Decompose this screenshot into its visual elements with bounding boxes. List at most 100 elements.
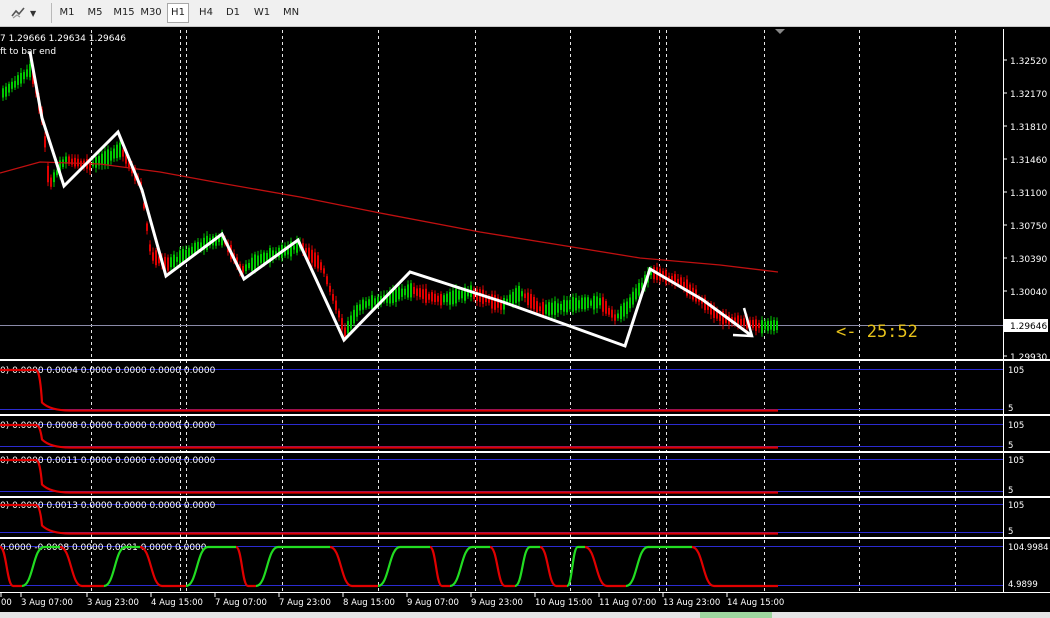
timeframe-m30-button[interactable]: M30	[140, 7, 162, 18]
candle-body	[245, 264, 247, 272]
price-tick-label: 1.30750	[1010, 222, 1047, 232]
timeframe-w1-button[interactable]: W1	[253, 7, 271, 18]
candle-body	[164, 256, 166, 270]
candle-body	[605, 301, 607, 314]
candle-body	[443, 295, 445, 303]
candle-body	[308, 247, 310, 260]
candle-body	[569, 300, 571, 310]
candle-body	[146, 223, 148, 231]
candle-body	[104, 151, 106, 165]
oscillator-segment	[625, 545, 692, 588]
candle-body	[413, 286, 415, 295]
candle-body	[17, 75, 19, 85]
candle-body	[773, 320, 775, 331]
indicator-top-level: 104.9984	[1008, 543, 1049, 553]
candle-body	[77, 158, 79, 167]
candle-body	[488, 296, 490, 303]
candle-body	[125, 154, 127, 164]
time-tick-label: 3 Aug 07:00	[21, 598, 73, 608]
candle-body	[497, 297, 499, 308]
candle-body	[476, 289, 478, 302]
time-tick-label: 11 Aug 07:00	[599, 598, 656, 608]
candle-body	[416, 288, 418, 296]
candle-body	[527, 292, 529, 306]
candle-body	[407, 284, 409, 298]
candle-body	[734, 317, 736, 325]
timeframe-d1-button[interactable]: D1	[225, 7, 241, 18]
candle-body	[305, 248, 307, 253]
chart-tools-dropdown[interactable]: ▼	[10, 4, 46, 22]
oscillator-segment	[584, 545, 626, 588]
timeframe-m15-button[interactable]: M15	[113, 7, 135, 18]
candle-body	[53, 172, 55, 183]
indicator-bottom-level: 5	[1008, 486, 1013, 496]
oscillator-segment	[514, 545, 540, 588]
candle-body	[29, 63, 31, 78]
time-tick-label: 00	[1, 598, 12, 608]
candle-body	[677, 278, 679, 285]
timeframe-h4-button[interactable]: H4	[199, 7, 213, 18]
candle-body	[275, 251, 277, 256]
oscillator-segment	[234, 545, 256, 588]
candle-body	[437, 295, 439, 302]
candle-body	[98, 156, 100, 166]
candle-body	[365, 301, 367, 308]
candle-body	[290, 241, 292, 257]
candle-body	[314, 252, 316, 267]
candle-body	[635, 288, 637, 300]
time-tick-label: 7 Aug 07:00	[215, 598, 267, 608]
timeframe-mn-button[interactable]: MN	[282, 7, 300, 18]
price-tick-label: 1.31100	[1010, 189, 1047, 199]
candle-body	[335, 300, 337, 311]
candle-body	[575, 297, 577, 311]
price-tick-label: 1.31810	[1010, 123, 1047, 133]
candle-body	[95, 157, 97, 168]
candle-body	[338, 310, 340, 318]
candle-body	[389, 290, 391, 304]
indicator-line	[0, 423, 778, 449]
candle-body	[26, 69, 28, 77]
candle-body	[509, 294, 511, 303]
indicator-top-level: 105	[1008, 456, 1024, 466]
candle-body	[560, 303, 562, 310]
candle-body	[623, 302, 625, 317]
candle-body	[11, 81, 13, 89]
timeframe-h1-button[interactable]: H1	[167, 3, 189, 23]
candle-body	[491, 294, 493, 309]
candle-body	[263, 252, 265, 264]
candle-body	[392, 288, 394, 304]
candle-body	[206, 235, 208, 250]
timeframe-m1-button[interactable]: M1	[59, 7, 75, 18]
current-price-label: 1.29646	[1010, 322, 1047, 332]
candle-body	[194, 242, 196, 254]
time-tick-label: 13 Aug 23:00	[663, 598, 720, 608]
timeframe-m5-button[interactable]: M5	[87, 7, 103, 18]
candle-body	[425, 288, 427, 303]
candle-body	[551, 302, 553, 315]
price-chart[interactable]: 1.32520 1.32170 1.31810 1.31460 1.31100 1.307…	[0, 27, 1050, 618]
candle-body	[32, 71, 34, 84]
candle-body	[170, 257, 172, 268]
candle-body	[14, 80, 16, 88]
bar-countdown: <- 25:52	[836, 322, 918, 342]
candle-body	[539, 306, 541, 312]
candle-body	[722, 310, 724, 325]
indicator-label: 0) 0.0000 0.0004 0.0000 0.0000 0.0000 0.…	[0, 366, 216, 376]
candle-body	[218, 236, 220, 243]
active-chart-tab[interactable]	[700, 612, 772, 618]
time-tick-label: 10 Aug 15:00	[535, 598, 592, 608]
candle-body	[188, 247, 190, 258]
candle-body	[320, 262, 322, 271]
oscillator-segment	[59, 545, 104, 588]
indicator-bottom-level: 5	[1008, 441, 1013, 451]
indicator-bottom-level: 4.9899	[1008, 580, 1038, 590]
indicator-line	[0, 458, 778, 494]
candle-body	[515, 288, 517, 303]
timeframe-toolbar: ▼ M1 M5 M15 M30 H1 H4 D1 W1 MN	[0, 0, 1050, 27]
candle-body	[341, 318, 343, 330]
candle-body	[362, 299, 364, 310]
oscillator-segment	[565, 545, 585, 588]
oscillator-segment	[103, 545, 140, 588]
candle-body	[572, 297, 574, 312]
oscillator-segment	[139, 545, 186, 588]
